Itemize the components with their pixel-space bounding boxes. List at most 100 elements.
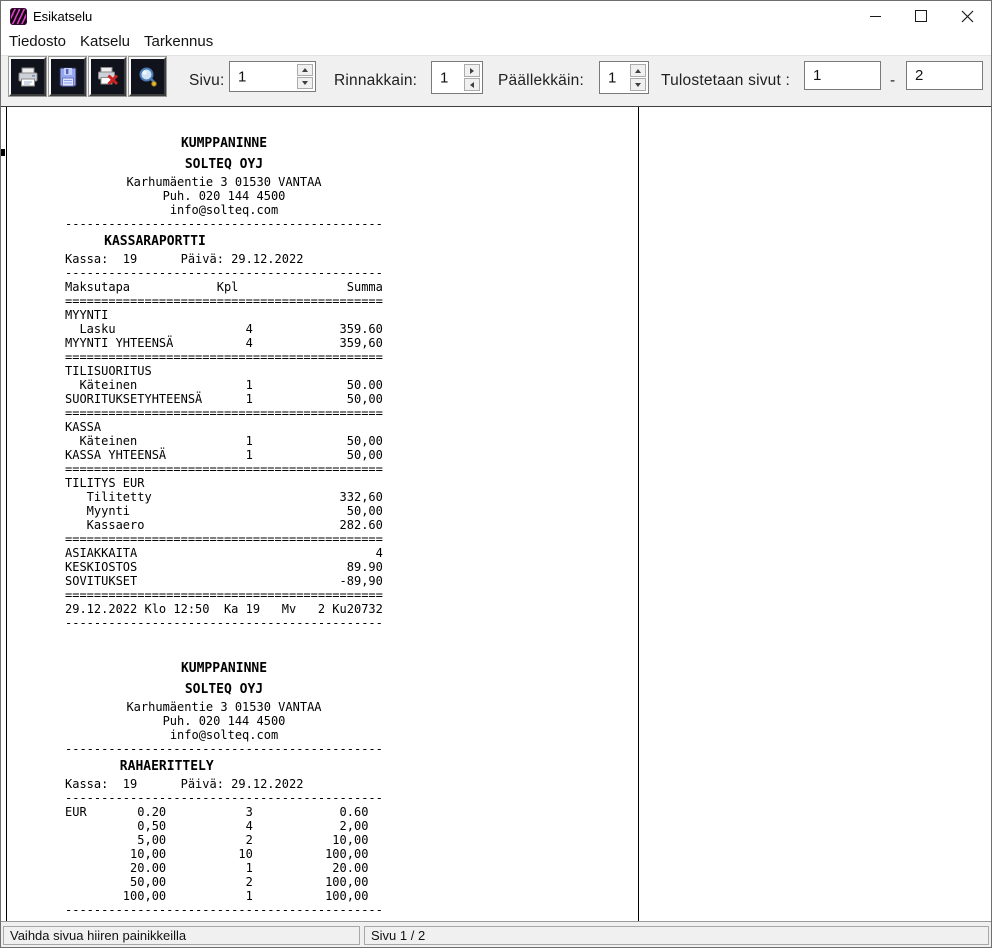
sivu-value: 1 xyxy=(238,68,247,85)
preview-area[interactable]: KUMPPANINNE SOLTEQ OYJ Karhumäentie 3 0153… xyxy=(1,106,991,924)
sivu-up-button[interactable] xyxy=(297,64,313,76)
save-floppy-icon xyxy=(59,67,76,86)
minimize-button[interactable] xyxy=(852,1,898,31)
rinnakkain-value: 1 xyxy=(440,69,449,86)
receipt-line: 20.00 1 20.00 xyxy=(65,861,369,875)
rinnakkain-decrease-button[interactable] xyxy=(464,78,480,91)
receipt-line: Lasku 4 359.60 xyxy=(65,322,383,336)
receipt-line: 100,00 1 100,00 xyxy=(65,889,369,903)
zoom-button[interactable] xyxy=(128,56,167,97)
print-range-from-input[interactable] xyxy=(804,61,881,90)
receipt-line: SOLTEQ OYJ xyxy=(184,157,264,172)
receipt-line: ----------------------------------------… xyxy=(65,791,383,805)
receipt-line: EUR 0.20 3 0.60 xyxy=(65,805,369,819)
receipt-line: KASSA xyxy=(65,420,102,434)
receipt-line: Karhumäentie 3 01530 VANTAA xyxy=(126,175,322,189)
receipt-line: SUORITUKSETYHTEENSÄ 1 50,00 xyxy=(65,392,383,406)
sivu-label: Sivu: xyxy=(189,72,225,89)
receipt-line: 10,00 10 100,00 xyxy=(65,847,369,861)
zoom-magnifier-icon xyxy=(139,67,157,86)
receipt-line: ----------------------------------------… xyxy=(65,217,383,231)
sivu-spinner-arrows xyxy=(297,64,313,89)
page-edge-mark xyxy=(1,149,5,156)
receipt-line: Käteinen 1 50,00 xyxy=(65,434,383,448)
paallekkain-up-button[interactable] xyxy=(630,64,646,77)
caption-buttons xyxy=(852,1,990,31)
rinnakkain-spinner-arrows xyxy=(464,64,480,91)
sivu-down-button[interactable] xyxy=(297,77,313,89)
receipt-line: Puh. 020 144 4500 xyxy=(162,714,286,728)
arrow-up-icon xyxy=(635,68,641,73)
rinnakkain-increase-button[interactable] xyxy=(464,64,480,77)
receipt-line: SOVITUKSET -89,90 xyxy=(65,574,383,588)
receipt-line xyxy=(65,644,383,658)
cancel-print-button[interactable] xyxy=(88,56,127,97)
receipt-line: ----------------------------------------… xyxy=(65,903,383,917)
receipt-line: KASSA YHTEENSÄ 1 50,00 xyxy=(65,448,383,462)
receipt-line: info@solteq.com xyxy=(169,203,279,217)
receipt-line: Myynti 50,00 xyxy=(65,504,383,518)
receipt-line: MYYNTI xyxy=(65,308,109,322)
maximize-button[interactable] xyxy=(898,1,944,31)
sivu-spinner[interactable]: 1 xyxy=(229,61,316,92)
receipt-line: Tilitetty 332,60 xyxy=(65,490,383,504)
receipt-line: ========================================… xyxy=(65,406,383,420)
save-button[interactable] xyxy=(48,56,87,97)
receipt-line: info@solteq.com xyxy=(169,728,279,742)
receipt-line: RAHAERITTELY xyxy=(65,759,214,774)
receipt-line: ----------------------------------------… xyxy=(65,616,383,630)
menu-item-katselu[interactable]: Katselu xyxy=(79,33,131,50)
title-bar: Esikatselu xyxy=(1,1,991,32)
receipt-line: Kassa: 19 Päivä: 29.12.2022 xyxy=(65,777,304,791)
print-button[interactable] xyxy=(8,56,47,97)
rinnakkain-spinner[interactable]: 1 xyxy=(431,61,483,94)
window-title: Esikatselu xyxy=(33,9,93,24)
arrow-left-icon xyxy=(470,81,474,88)
receipt-line: ========================================… xyxy=(65,294,383,308)
receipt-line: ----------------------------------------… xyxy=(65,266,383,280)
app-logo-icon xyxy=(10,8,27,25)
paallekkain-label: Päällekkäin: xyxy=(498,72,584,89)
arrow-down-icon xyxy=(302,81,308,85)
receipt-line: MYYNTI YHTEENSÄ 4 359,60 xyxy=(65,336,383,350)
receipt-line: KESKIOSTOS 89.90 xyxy=(65,560,383,574)
receipt-line: 50,00 2 100,00 xyxy=(65,875,369,889)
receipt: KUMPPANINNE SOLTEQ OYJ Karhumäentie 3 0153… xyxy=(65,133,383,917)
receipt-line: Karhumäentie 3 01530 VANTAA xyxy=(126,700,322,714)
receipt-line: ========================================… xyxy=(65,350,383,364)
paallekkain-value: 1 xyxy=(608,69,617,86)
toolbar: Sivu: 1 Rinnakkain: 1 Päällekkäin: 1 Tul… xyxy=(1,55,991,107)
cancel-print-icon xyxy=(97,66,118,85)
receipt-line: ========================================… xyxy=(65,588,383,602)
rinnakkain-label: Rinnakkain: xyxy=(334,72,418,89)
receipt-line xyxy=(65,630,383,644)
status-bar: Vaihda sivua hiiren painikkeilla Sivu 1 … xyxy=(1,921,991,947)
print-range-to-input[interactable] xyxy=(906,61,983,90)
paallekkain-spinner[interactable]: 1 xyxy=(599,61,649,94)
arrow-down-icon xyxy=(635,82,641,87)
receipt-line: Kassaero 282.60 xyxy=(65,518,383,532)
receipt-line: Käteinen 1 50.00 xyxy=(65,378,383,392)
close-button[interactable] xyxy=(944,1,990,31)
receipt-line: ========================================… xyxy=(65,462,383,476)
printer-icon xyxy=(18,67,37,86)
status-page-indicator: Sivu 1 / 2 xyxy=(364,926,989,945)
print-range-label: Tulostetaan sivut : xyxy=(661,72,791,89)
receipt-line: KUMPPANINNE xyxy=(180,136,268,151)
menu-item-tiedosto[interactable]: Tiedosto xyxy=(9,33,66,50)
receipt-line: KASSARAPORTTI xyxy=(65,234,206,249)
receipt-line: TILITYS EUR xyxy=(65,476,145,490)
close-icon xyxy=(961,10,973,22)
menu-item-tarkennus[interactable]: Tarkennus xyxy=(144,33,214,50)
paallekkain-down-button[interactable] xyxy=(630,78,646,91)
receipt-line: KUMPPANINNE xyxy=(180,661,268,676)
paallekkain-spinner-arrows xyxy=(630,64,646,91)
receipt-line: ----------------------------------------… xyxy=(65,742,383,756)
receipt-line: Kassa: 19 Päivä: 29.12.2022 xyxy=(65,252,304,266)
status-hint: Vaihda sivua hiiren painikkeilla xyxy=(3,926,360,945)
receipt-line: SOLTEQ OYJ xyxy=(184,682,264,697)
arrow-up-icon xyxy=(302,68,308,72)
receipt-line: 29.12.2022 Klo 12:50 Ka 19 Mv 2 Ku20732 xyxy=(65,602,383,616)
page-outline xyxy=(6,107,639,924)
